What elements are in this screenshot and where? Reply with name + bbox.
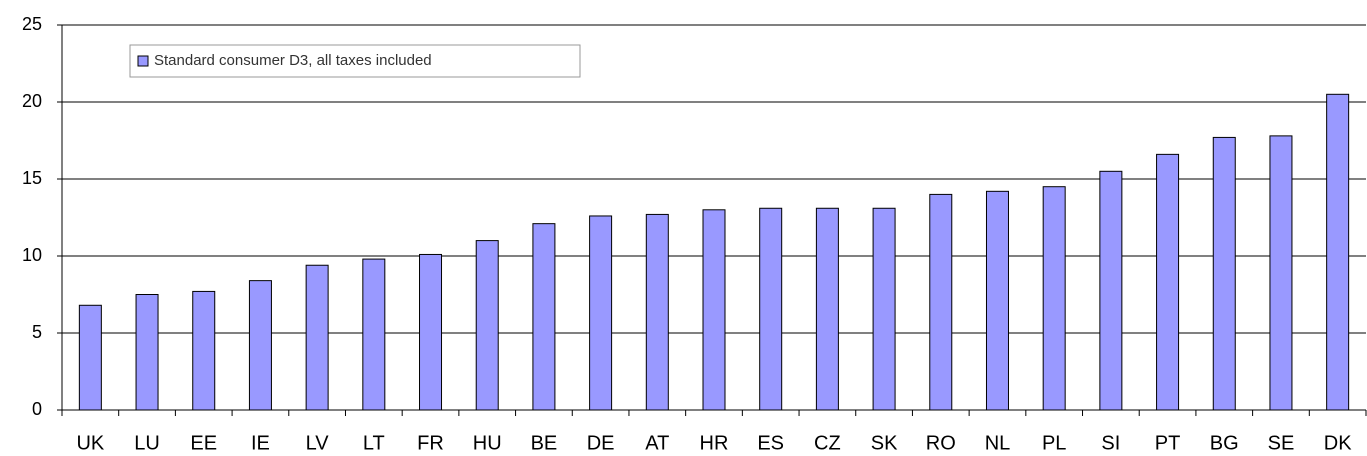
bar [645,213,669,411]
x-tick-label: EE [190,432,217,454]
x-tick-label: CZ [814,432,841,454]
y-tick-label: 20 [22,91,42,111]
x-tick-label: ES [757,432,784,454]
x-tick-label: RO [926,432,956,454]
bar [1156,153,1180,411]
y-tick-label: 0 [32,399,42,419]
x-tick-label: LT [363,432,385,454]
bar [1269,135,1293,411]
bar [362,258,386,411]
bar [532,223,556,411]
bar [1099,170,1123,411]
bar [305,264,329,411]
x-tick-label: DK [1324,432,1352,454]
bar [1326,93,1350,411]
x-tick-label: PT [1155,432,1181,454]
y-tick-label: 15 [22,168,42,188]
x-tick-label: LV [306,432,330,454]
bar [872,207,896,411]
bar [78,304,102,411]
bar [985,190,1009,411]
x-tick-label: SK [871,432,898,454]
x-tick-label: DE [587,432,615,454]
bar [929,193,953,411]
legend-label: Standard consumer D3, all taxes included [154,52,432,69]
x-tick-label: BG [1210,432,1239,454]
x-tick-label: IE [251,432,270,454]
x-tick-label: PL [1042,432,1066,454]
x-tick-label: HR [700,432,729,454]
y-tick-label: 5 [32,322,42,342]
bar [815,207,839,411]
bar [1212,136,1236,411]
x-tick-label: SI [1101,432,1120,454]
x-tick-label: BE [531,432,558,454]
legend-box [129,44,581,78]
x-tick-label: LU [134,432,160,454]
y-tick-label: 25 [22,14,42,34]
bar [589,215,613,411]
bar [419,253,443,411]
bar [702,209,726,411]
bar [248,280,272,411]
bar [192,290,216,411]
bar [135,294,159,411]
x-tick-label: NL [985,432,1011,454]
x-tick-label: FR [417,432,444,454]
bar [759,207,783,411]
y-tick-label: 10 [22,245,42,265]
x-tick-label: UK [76,432,104,454]
x-tick-label: SE [1268,432,1295,454]
legend-swatch [137,55,149,67]
bar [1042,186,1066,411]
bar [475,240,499,411]
x-tick-label: AT [645,432,669,454]
x-tick-label: HU [473,432,502,454]
